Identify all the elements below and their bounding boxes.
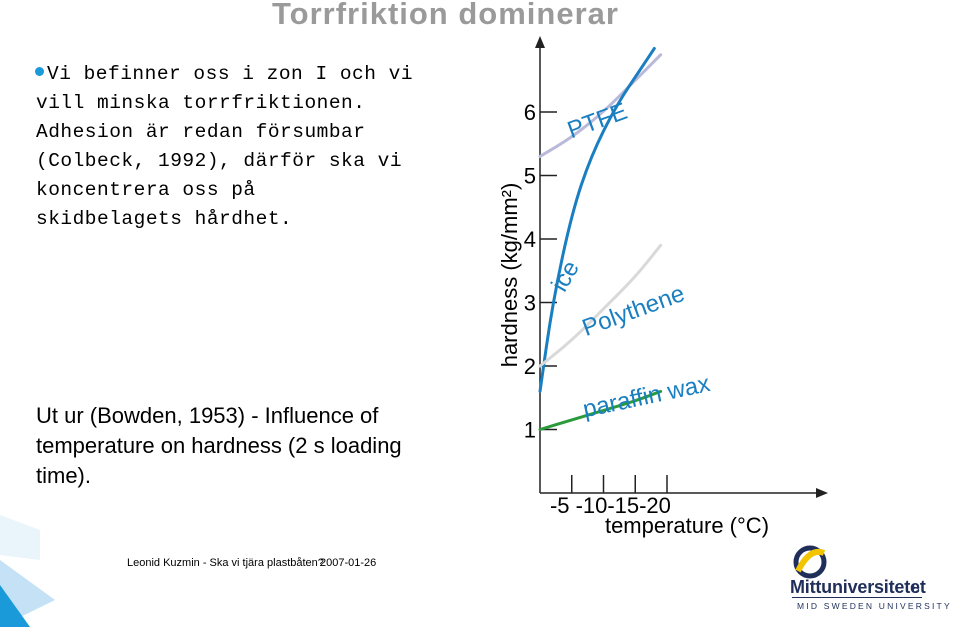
y-tick-label: 3	[524, 291, 536, 316]
logo-subtitle: MID SWEDEN UNIVERSITY	[797, 601, 952, 611]
y-tick-label: 1	[524, 418, 536, 443]
y-tick-label: 2	[524, 354, 536, 379]
logo-divider	[792, 597, 922, 598]
series-line-polythene	[538, 243, 663, 368]
y-tick-label: 5	[524, 164, 536, 189]
bullet-line: (Colbeck, 1992), därför ska vi	[36, 150, 403, 172]
bullet-line: vill minska torrfriktionen.	[36, 92, 366, 114]
bullet-line: Adhesion är redan försumbar	[36, 121, 366, 143]
x-axis-label: temperature (°C)	[605, 513, 769, 538]
y-axis-arrow-icon	[535, 36, 545, 48]
footer-date: 2007-01-26	[320, 557, 377, 569]
bullet-line: koncentrera oss på	[36, 179, 256, 201]
source-line: Ut ur (Bowden, 1953) - Influence of	[36, 403, 379, 428]
y-tick-label: 6	[524, 100, 536, 125]
logo-name: Mittuniversitetet	[790, 577, 926, 597]
series-line-paraffin-wax	[538, 389, 663, 431]
x-tick-label: -15	[607, 493, 639, 518]
series-label-ptfe: PTFE	[564, 98, 631, 144]
footer-author: Leonid Kuzmin - Ska vi tjära plastbåten?	[127, 557, 324, 569]
y-axis-label: hardness (kg/mm²)	[497, 183, 522, 368]
x-tick-label: -10	[576, 493, 608, 518]
source-citation: Ut ur (Bowden, 1953) - Influence of temp…	[36, 401, 466, 491]
source-line: temperature on hardness (2 s loading	[36, 433, 402, 458]
x-tick-label: -5	[550, 493, 570, 518]
bullet-text: Vi befinner oss i zon I och vi vill mins…	[35, 60, 466, 234]
y-tick-label: 4	[524, 227, 536, 252]
x-tick-label: -20	[639, 493, 671, 518]
bullet-line: skidbelagets hårdhet.	[36, 208, 293, 230]
series-label-polythene: Polythene	[579, 280, 689, 342]
source-line: time).	[36, 463, 91, 488]
bullet-dot	[35, 67, 44, 76]
slide-title: Torrfriktion dominerar	[272, 0, 619, 31]
series-line-ice	[538, 47, 656, 393]
bullet-line: Vi befinner oss i zon I och vi	[47, 63, 414, 85]
page-number: 8	[912, 580, 920, 596]
series-label-paraffin-wax: paraffin wax	[581, 370, 713, 423]
series-label-ice: ice	[546, 256, 585, 296]
university-logo-icon	[793, 545, 827, 579]
x-axis-arrow-icon	[816, 488, 828, 498]
